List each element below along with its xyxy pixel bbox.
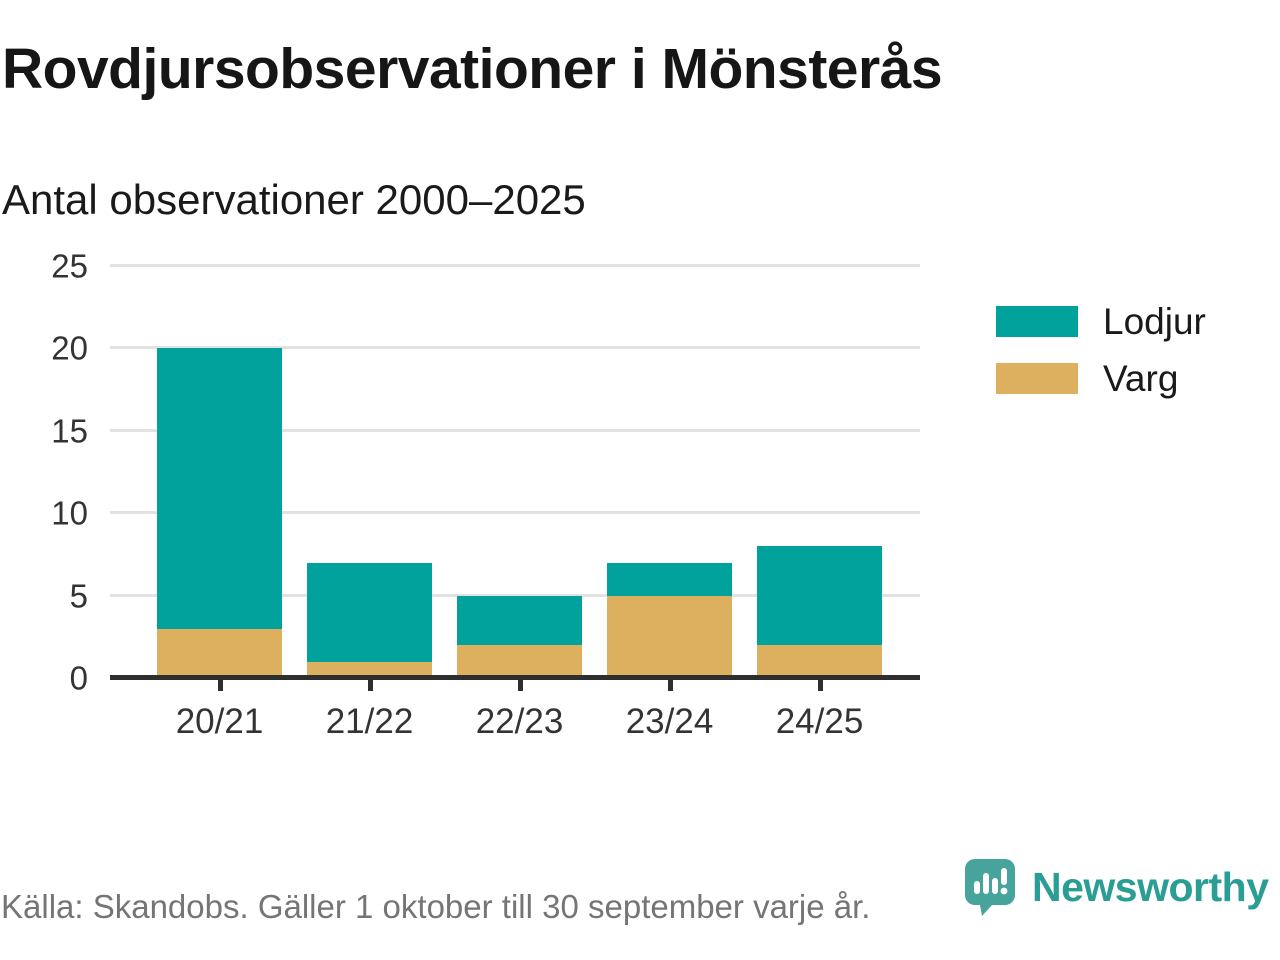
bar-segment-lodjur-24-25 xyxy=(757,546,882,646)
x-axis-label-20-21: 20/21 xyxy=(175,702,264,741)
gridline-y25 xyxy=(110,264,920,267)
bar-segment-varg-23-24 xyxy=(607,595,732,678)
bar-group-20-21 xyxy=(157,348,282,678)
x-axis-tick-23-24 xyxy=(667,678,673,691)
chart-title: Rovdjursobservationer i Mönsterås xyxy=(2,37,943,101)
x-axis-label-24-25: 24/25 xyxy=(775,702,864,741)
x-axis-label-21-22: 21/22 xyxy=(325,702,414,741)
x-axis-tick-21-22 xyxy=(367,678,373,691)
chart-subtitle: Antal observationer 2000–2025 xyxy=(2,176,586,223)
x-axis-label-22-23: 22/23 xyxy=(475,702,564,741)
bar-segment-lodjur-20-21 xyxy=(157,348,282,629)
x-axis-tick-24-25 xyxy=(817,678,823,691)
legend-item-varg: Varg xyxy=(996,358,1206,399)
brand-name: Newsworthy xyxy=(1032,863,1269,910)
gridline-y10 xyxy=(110,511,920,515)
bar-group-24-25 xyxy=(757,546,882,678)
bar-segment-varg-21-22 xyxy=(307,661,432,678)
x-axis-label-23-24: 23/24 xyxy=(625,702,714,741)
y-axis-label-0: 0 xyxy=(69,659,88,697)
bar-segment-lodjur-23-24 xyxy=(607,562,732,596)
legend: Lodjur Varg xyxy=(996,301,1206,420)
bar-segment-varg-24-25 xyxy=(757,645,882,678)
y-axis-label-15: 15 xyxy=(51,412,88,450)
x-axis-line xyxy=(110,675,920,680)
y-axis-label-5: 5 xyxy=(69,577,88,615)
y-axis-label-20: 20 xyxy=(51,329,88,367)
bar-group-22-23 xyxy=(457,595,582,678)
bar-segment-varg-22-23 xyxy=(457,645,582,678)
source-note: Källa: Skandobs. Gäller 1 oktober till 3… xyxy=(1,888,871,925)
x-axis-tick-20-21 xyxy=(217,678,223,691)
bar-group-23-24 xyxy=(607,562,732,678)
plot-area: 0 5 10 15 20 25 20/21 21/22 22/23 23/24 24/25 xyxy=(51,250,920,741)
x-axis-tick-22-23 xyxy=(517,678,523,691)
newsworthy-logo-icon xyxy=(965,859,1015,916)
legend-swatch-varg xyxy=(996,363,1078,394)
brand-lockup: Newsworthy xyxy=(964,858,1269,916)
legend-swatch-lodjur xyxy=(996,306,1078,337)
bar-segment-lodjur-22-23 xyxy=(457,595,582,646)
legend-item-lodjur: Lodjur xyxy=(996,301,1206,342)
legend-label-varg: Varg xyxy=(1103,358,1179,399)
legend-label-lodjur: Lodjur xyxy=(1103,301,1206,342)
y-axis-label-25: 25 xyxy=(51,247,88,285)
bar-group-21-22 xyxy=(307,562,432,678)
gridline-y20 xyxy=(110,346,920,350)
gridline-y5 xyxy=(110,593,920,597)
bar-segment-lodjur-21-22 xyxy=(307,562,432,662)
y-axis-label-10: 10 xyxy=(51,494,88,532)
bar-segment-varg-20-21 xyxy=(157,628,282,678)
gridline-y15 xyxy=(110,428,920,432)
